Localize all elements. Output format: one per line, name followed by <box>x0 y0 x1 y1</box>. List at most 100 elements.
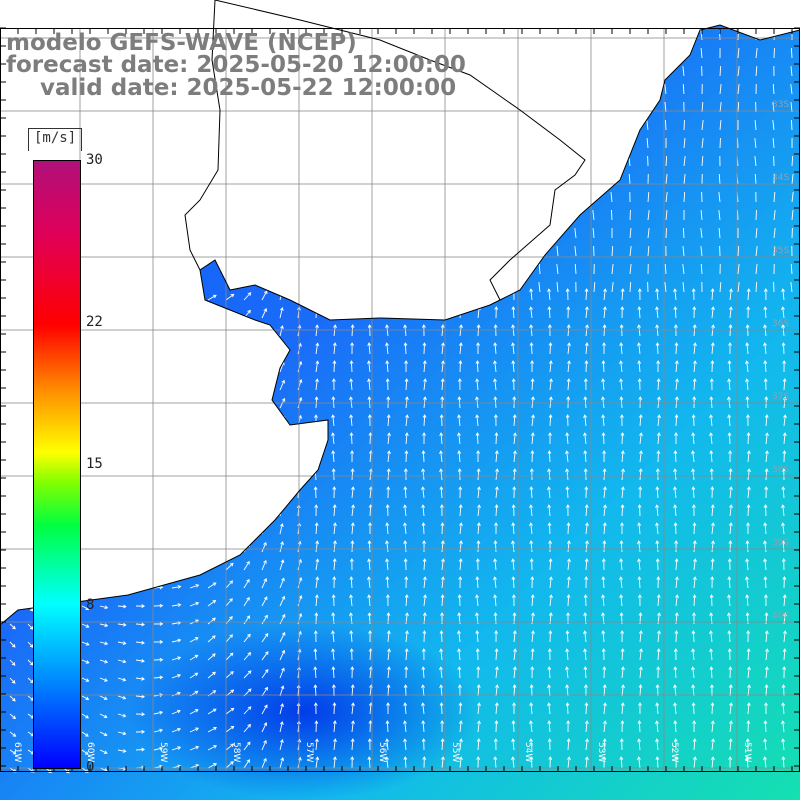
wind-arrow <box>243 759 250 769</box>
wind-arrow-head <box>264 651 269 655</box>
wind-arrow-head <box>745 342 750 346</box>
wind-arrow <box>611 245 614 257</box>
wind-arrow-head <box>404 432 409 436</box>
wind-arrow <box>189 584 199 589</box>
wind-arrow <box>692 451 695 463</box>
wind-arrow <box>610 209 613 221</box>
wind-arrow <box>386 361 389 373</box>
wind-arrow <box>81 641 89 646</box>
lat-label: 37S <box>772 392 790 402</box>
wind-arrow <box>171 728 181 733</box>
wind-arrow-head <box>212 294 217 299</box>
wind-arrow <box>423 558 426 571</box>
wind-arrow-head <box>584 558 589 562</box>
colorbar-tick-label: 15 <box>86 455 103 472</box>
wind-arrow <box>682 83 685 95</box>
wind-arrow <box>556 246 559 257</box>
wind-arrow <box>729 487 732 499</box>
wind-arrow-head <box>213 726 217 731</box>
wind-arrow <box>117 695 126 699</box>
wind-arrow-head <box>331 396 336 400</box>
wind-arrow-head <box>585 522 589 526</box>
wind-arrow <box>279 632 286 643</box>
wind-arrow-head <box>246 615 251 619</box>
wind-arrow <box>567 594 570 607</box>
wind-arrow-head <box>385 756 389 761</box>
wind-arrow-head <box>367 360 371 364</box>
wind-arrow <box>764 306 767 319</box>
wind-arrow-head <box>475 576 480 580</box>
wind-arrow-head <box>620 432 625 436</box>
wind-arrow-head <box>494 306 499 310</box>
wind-arrow-head <box>566 720 571 724</box>
wind-arrow-head <box>350 450 354 454</box>
wind-arrow <box>603 468 606 481</box>
wind-arrow-head <box>763 504 768 508</box>
wind-arrow <box>693 378 696 391</box>
lat-label: 34S <box>772 173 790 183</box>
wind-arrow-head <box>247 670 252 674</box>
wind-arrow-head <box>512 486 517 490</box>
wind-arrow-head <box>729 504 733 508</box>
wind-arrow-head <box>386 468 391 472</box>
wind-arrow-head <box>385 540 389 544</box>
wind-arrow-head <box>513 432 517 436</box>
wind-arrow <box>674 487 677 499</box>
wind-arrow-head <box>279 307 284 311</box>
wind-arrow <box>548 685 551 697</box>
wind-arrow <box>459 702 462 715</box>
wind-arrow <box>495 469 498 481</box>
wind-arrow-head <box>656 648 661 652</box>
wind-arrow-head <box>763 342 767 346</box>
wind-arrow-head <box>458 756 463 760</box>
wind-arrow <box>387 469 390 481</box>
wind-arrow-head <box>584 486 589 490</box>
wind-arrow <box>207 294 217 301</box>
wind-arrow-head <box>565 504 570 508</box>
wind-arrow-head <box>458 486 463 490</box>
wind-arrow-head <box>619 594 624 598</box>
wind-arrow-head <box>404 360 408 364</box>
wind-arrow <box>585 702 588 715</box>
wind-arrow <box>261 578 267 589</box>
wind-arrow-head <box>656 432 661 436</box>
wind-arrow <box>27 623 34 630</box>
wind-arrow <box>728 432 731 445</box>
wind-arrow <box>675 414 678 427</box>
wind-arrow-head <box>246 578 250 583</box>
wind-arrow <box>711 505 714 517</box>
wind-arrow <box>718 227 721 239</box>
wind-arrow <box>765 415 768 427</box>
wind-arrow <box>603 738 606 751</box>
wind-arrow-head <box>263 308 268 312</box>
wind-arrow <box>585 288 588 301</box>
wind-arrow-head <box>567 756 571 760</box>
wind-arrow <box>477 468 480 481</box>
wind-arrow-head <box>657 612 661 616</box>
wind-arrow-head <box>458 720 463 724</box>
wind-arrow <box>764 739 767 751</box>
wind-arrow <box>171 604 181 607</box>
wind-arrow-head <box>457 378 462 382</box>
wind-arrow-head <box>177 746 182 750</box>
wind-arrow-head <box>494 432 499 436</box>
wind-arrow-head <box>230 671 234 675</box>
wind-arrow-head <box>29 607 34 612</box>
wind-arrow-head <box>476 666 481 670</box>
wind-arrow-head <box>350 756 355 760</box>
wind-arrow-head <box>565 432 570 436</box>
wind-arrow-head <box>693 342 697 346</box>
lat-label: 39S <box>772 538 790 548</box>
wind-arrow-head <box>673 450 678 454</box>
wind-arrow-head <box>565 288 570 292</box>
wind-arrow <box>477 685 480 697</box>
border-line <box>184 0 221 271</box>
wind-arrow-head <box>280 703 284 707</box>
wind-arrow <box>315 757 319 769</box>
wind-arrow <box>422 721 425 733</box>
wind-arrow <box>332 666 335 679</box>
wind-arrow-head <box>547 306 552 310</box>
wind-arrow <box>387 684 390 697</box>
wind-arrow-head <box>692 576 697 580</box>
wind-arrow-head <box>673 666 678 670</box>
